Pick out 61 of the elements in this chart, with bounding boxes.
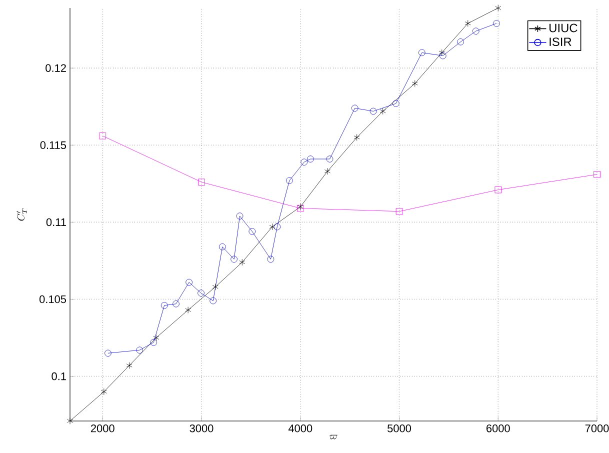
x-tick-label: 3000 <box>190 424 214 432</box>
point <box>370 108 377 115</box>
point <box>210 297 216 304</box>
point <box>99 132 106 140</box>
point <box>439 52 446 60</box>
point <box>412 80 418 87</box>
point <box>153 334 160 342</box>
point <box>594 171 600 178</box>
x-tick-label: 7000 <box>585 424 609 432</box>
x-tick-label: 2000 <box>90 424 114 432</box>
point <box>67 418 73 424</box>
point <box>267 256 274 263</box>
point <box>326 156 334 162</box>
point <box>351 104 358 112</box>
legend-label: UIUC <box>550 24 578 32</box>
point <box>396 208 403 215</box>
point <box>269 223 276 230</box>
y-tick-label: 0.1 <box>52 372 66 380</box>
point <box>300 158 308 166</box>
point <box>198 290 204 296</box>
point <box>472 28 480 34</box>
legend-label: ISIR <box>550 38 572 46</box>
point <box>418 49 426 56</box>
y-tick-label: 0.12 <box>46 64 66 72</box>
point <box>160 302 168 309</box>
point <box>354 134 360 141</box>
point <box>248 228 256 235</box>
point <box>239 258 246 266</box>
point <box>464 20 471 27</box>
point <box>380 108 386 115</box>
point <box>185 306 192 314</box>
x-axis-title: $\varpi$ <box>330 434 338 440</box>
point <box>457 38 464 46</box>
point <box>324 168 330 175</box>
y-tick-label: 0.115 <box>40 141 66 150</box>
point <box>126 362 132 369</box>
point <box>438 49 445 56</box>
point <box>150 339 158 346</box>
point <box>100 388 107 396</box>
point <box>307 156 314 162</box>
x-tick-label: 5000 <box>388 424 412 432</box>
point <box>286 177 293 184</box>
y-tick-label: 0.11 <box>46 218 66 226</box>
point <box>493 20 500 27</box>
y-axis-title: $C'_T$ <box>16 208 27 221</box>
point <box>172 300 180 308</box>
y-tick-label: 0.105 <box>39 295 66 304</box>
point <box>198 178 205 186</box>
point <box>136 346 144 354</box>
point <box>274 223 281 230</box>
point <box>186 278 192 286</box>
point <box>230 256 238 263</box>
point <box>218 243 226 250</box>
point <box>236 212 244 220</box>
point <box>212 284 218 290</box>
point <box>494 186 502 194</box>
point <box>392 100 400 107</box>
x-tick-label: 4000 <box>288 424 312 432</box>
x-tick-label: 6000 <box>486 424 510 432</box>
point <box>495 4 502 12</box>
point <box>104 350 112 357</box>
